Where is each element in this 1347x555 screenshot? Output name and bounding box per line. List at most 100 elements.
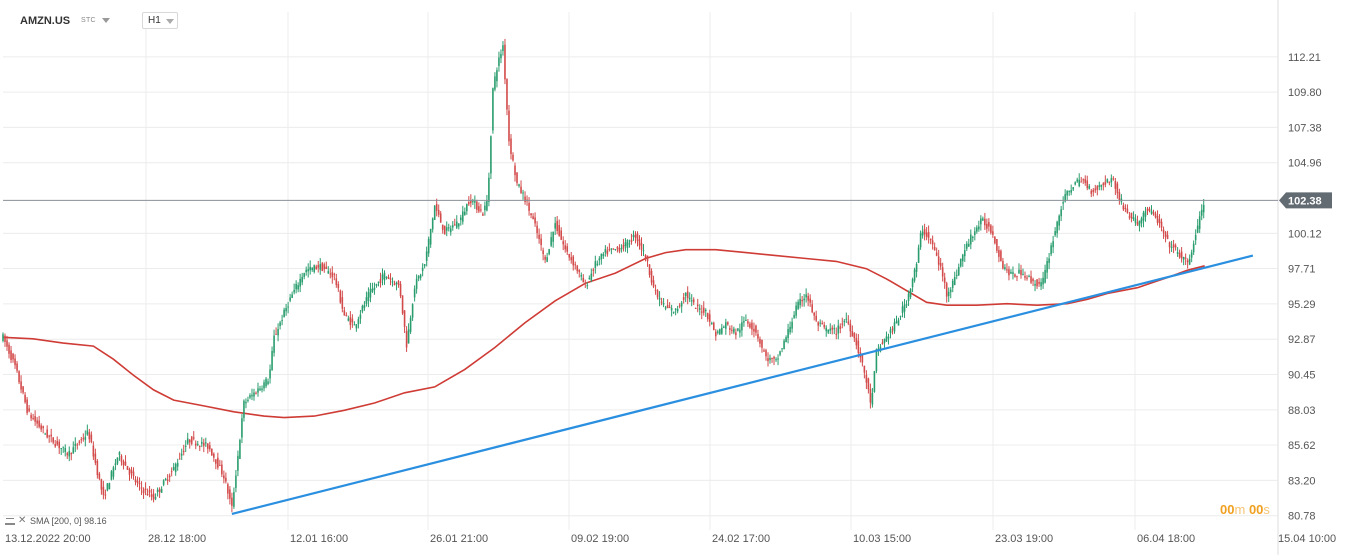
candle bbox=[231, 492, 233, 513]
candle-body bbox=[1198, 216, 1201, 229]
candle-body bbox=[257, 388, 259, 393]
candle-body bbox=[883, 339, 886, 343]
candle bbox=[411, 303, 414, 321]
candle-body bbox=[215, 459, 217, 464]
candle-body bbox=[540, 238, 542, 246]
timeframe-label: H1 bbox=[148, 15, 161, 26]
candle bbox=[353, 321, 356, 326]
candle bbox=[4, 333, 6, 347]
candle bbox=[1074, 181, 1077, 186]
candle bbox=[640, 237, 643, 257]
candle bbox=[373, 282, 376, 295]
candle bbox=[775, 357, 777, 362]
candle bbox=[241, 414, 243, 444]
candle bbox=[660, 297, 663, 306]
candle-body bbox=[1066, 191, 1068, 196]
candle-body bbox=[787, 329, 789, 339]
candle-body bbox=[727, 322, 729, 325]
candle bbox=[678, 303, 681, 309]
candle-body bbox=[383, 272, 386, 281]
candle-body bbox=[708, 314, 711, 322]
candle-body bbox=[933, 246, 936, 251]
candle bbox=[152, 489, 155, 503]
candle-body bbox=[297, 285, 299, 290]
candle-body bbox=[851, 331, 854, 337]
candle-body bbox=[865, 374, 868, 383]
candle-body bbox=[606, 250, 609, 255]
time-axis[interactable]: 13.12.2022 20:00 28.12 18:00 12.01 16:00 26… bbox=[5, 533, 1336, 545]
candle-body bbox=[494, 76, 496, 90]
candle-body bbox=[992, 231, 994, 235]
candle bbox=[777, 354, 779, 366]
indicator-params: [200, 0] bbox=[51, 516, 82, 526]
candle-body bbox=[484, 205, 486, 211]
y-tick-label: 80.78 bbox=[1288, 511, 1316, 523]
candle-body bbox=[706, 313, 709, 320]
candle bbox=[1038, 277, 1040, 287]
candle bbox=[285, 303, 287, 316]
candle-body bbox=[626, 239, 629, 248]
candle-body bbox=[72, 447, 75, 454]
candle bbox=[379, 272, 382, 288]
candle-body bbox=[423, 264, 426, 267]
candle-body bbox=[721, 327, 723, 334]
candle-body bbox=[30, 415, 32, 419]
candle-body bbox=[88, 432, 91, 440]
candle bbox=[138, 477, 141, 491]
candle-body bbox=[309, 266, 312, 271]
candle bbox=[496, 67, 498, 88]
candle bbox=[106, 483, 109, 492]
candle-body bbox=[223, 475, 225, 479]
trendline[interactable] bbox=[231, 254, 1254, 516]
candle-body bbox=[50, 434, 52, 437]
price-axis[interactable]: 112.21 109.80 107.38 104.96 100.12 97.71 95.29… bbox=[1279, 52, 1332, 523]
chevron-down-icon[interactable] bbox=[102, 18, 110, 23]
candle bbox=[468, 196, 470, 206]
candle bbox=[1142, 210, 1145, 228]
candle bbox=[658, 291, 661, 307]
candle bbox=[20, 375, 22, 394]
candle bbox=[863, 365, 866, 379]
candle-body bbox=[1168, 242, 1171, 248]
candle bbox=[1200, 204, 1203, 221]
candle-body bbox=[630, 239, 633, 243]
candle bbox=[1154, 211, 1157, 219]
candle-body bbox=[990, 225, 992, 233]
candle bbox=[172, 463, 175, 471]
candle-body bbox=[670, 308, 673, 311]
candle-body bbox=[217, 457, 219, 468]
candle bbox=[431, 217, 434, 233]
symbol-label[interactable]: AMZN.US bbox=[20, 15, 71, 27]
candle bbox=[52, 437, 54, 445]
candle bbox=[337, 281, 340, 292]
timeframe-select[interactable]: H1 bbox=[142, 12, 178, 29]
candle-body bbox=[1090, 190, 1093, 194]
candle bbox=[710, 321, 713, 325]
candle-body bbox=[739, 329, 741, 333]
candle bbox=[70, 452, 73, 461]
candle-body bbox=[140, 487, 143, 489]
candle bbox=[1028, 274, 1030, 278]
candle bbox=[899, 315, 902, 320]
candle-body bbox=[1052, 241, 1054, 248]
candle-body bbox=[243, 400, 245, 418]
candle bbox=[994, 235, 996, 245]
candle-body bbox=[196, 444, 199, 446]
candle-body bbox=[660, 301, 663, 303]
candle bbox=[156, 487, 159, 497]
indicator-settings-icon[interactable] bbox=[5, 517, 15, 525]
candle bbox=[188, 439, 191, 449]
close-icon[interactable]: ✕ bbox=[18, 515, 27, 526]
candle bbox=[1014, 273, 1016, 278]
candle bbox=[391, 277, 394, 287]
candle-body bbox=[162, 480, 165, 485]
candle-body bbox=[662, 303, 665, 305]
candle bbox=[530, 213, 532, 219]
candle bbox=[321, 261, 324, 272]
candle bbox=[1100, 184, 1103, 191]
candle-body bbox=[590, 273, 593, 281]
candle bbox=[931, 235, 934, 250]
candle bbox=[524, 191, 526, 205]
candle-body bbox=[799, 298, 801, 306]
